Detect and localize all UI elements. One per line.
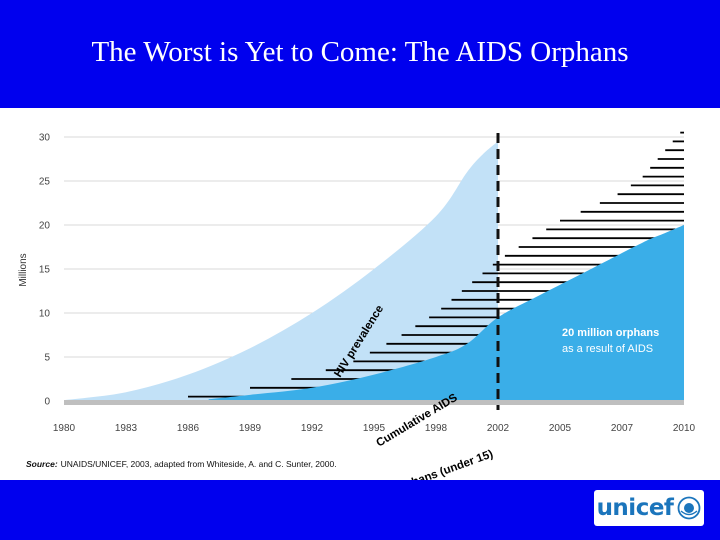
slide-title: The Worst is Yet to Come: The AIDS Orpha… (91, 36, 629, 68)
source-caption: Source: UNAIDS/UNICEF, 2003, adapted from… (26, 459, 337, 469)
x-tick-label: 2005 (549, 423, 572, 434)
data-areas (64, 131, 684, 401)
y-tick-label: 30 (39, 133, 51, 144)
x-tick-label: 1983 (115, 423, 138, 434)
unicef-logo: unicef (594, 490, 704, 526)
x-tick-label: 1986 (177, 423, 200, 434)
hiv-prevalence-area (64, 141, 498, 401)
callout-line-2: as a result of AIDS (562, 343, 653, 355)
x-tick-labels: 1980 1983 1986 1989 1992 1995 1998 2002 2005 2007… (53, 423, 696, 434)
x-tick-label: 2010 (673, 423, 696, 434)
source-text: UNAIDS/UNICEF, 2003, adapted from Whites… (61, 459, 337, 469)
source-label: Source: (26, 459, 58, 469)
x-axis-line (64, 400, 684, 405)
x-tick-label: 1980 (53, 423, 76, 434)
logo-text: unicef (596, 495, 674, 521)
chart-panel: 0 5 10 15 20 25 30 Millions 1980 1983 1986 1989 19… (0, 108, 720, 480)
y-tick-label: 25 (39, 177, 51, 188)
orphans-area (208, 225, 684, 401)
x-tick-label: 1998 (425, 423, 448, 434)
x-tick-label: 1995 (363, 423, 386, 434)
globe-icon (678, 496, 701, 520)
y-axis-label: Millions (18, 253, 29, 286)
x-axis (64, 400, 684, 405)
y-tick-labels: 0 5 10 15 20 25 30 (39, 133, 51, 408)
x-tick-label: 2007 (611, 423, 634, 434)
orphans-label: Orphans (under 15) (391, 448, 495, 480)
y-tick-label: 0 (44, 397, 50, 408)
y-tick-label: 20 (39, 221, 51, 232)
x-tick-label: 1992 (301, 423, 324, 434)
y-tick-label: 15 (39, 265, 51, 276)
y-tick-label: 5 (44, 353, 50, 364)
x-tick-label: 1989 (239, 423, 262, 434)
x-tick-label: 2002 (487, 423, 510, 434)
y-tick-label: 10 (39, 309, 51, 320)
callout-line-1: 20 million orphans (562, 327, 659, 339)
